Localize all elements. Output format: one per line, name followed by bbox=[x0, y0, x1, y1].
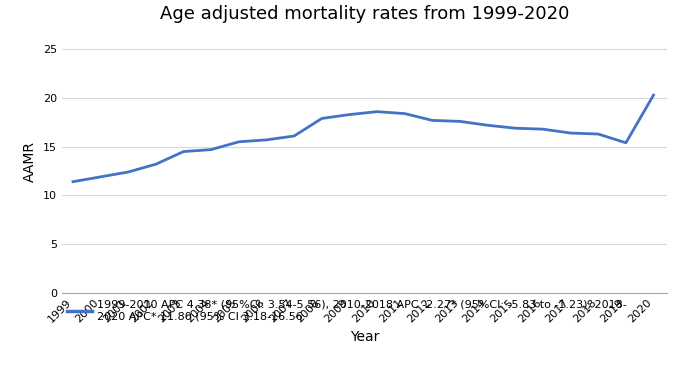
Y-axis label: AAMR: AAMR bbox=[23, 141, 37, 182]
X-axis label: Year: Year bbox=[350, 330, 379, 344]
Legend: 1999-2010 APC 4.38* (95%CI: 3.54-5.56), 2010-2018 APC -2.27* (95%CI: -5.83 to -1: 1999-2010 APC 4.38* (95%CI: 3.54-5.56), … bbox=[67, 300, 627, 321]
Title: Age adjusted mortality rates from 1999-2020: Age adjusted mortality rates from 1999-2… bbox=[160, 5, 570, 23]
